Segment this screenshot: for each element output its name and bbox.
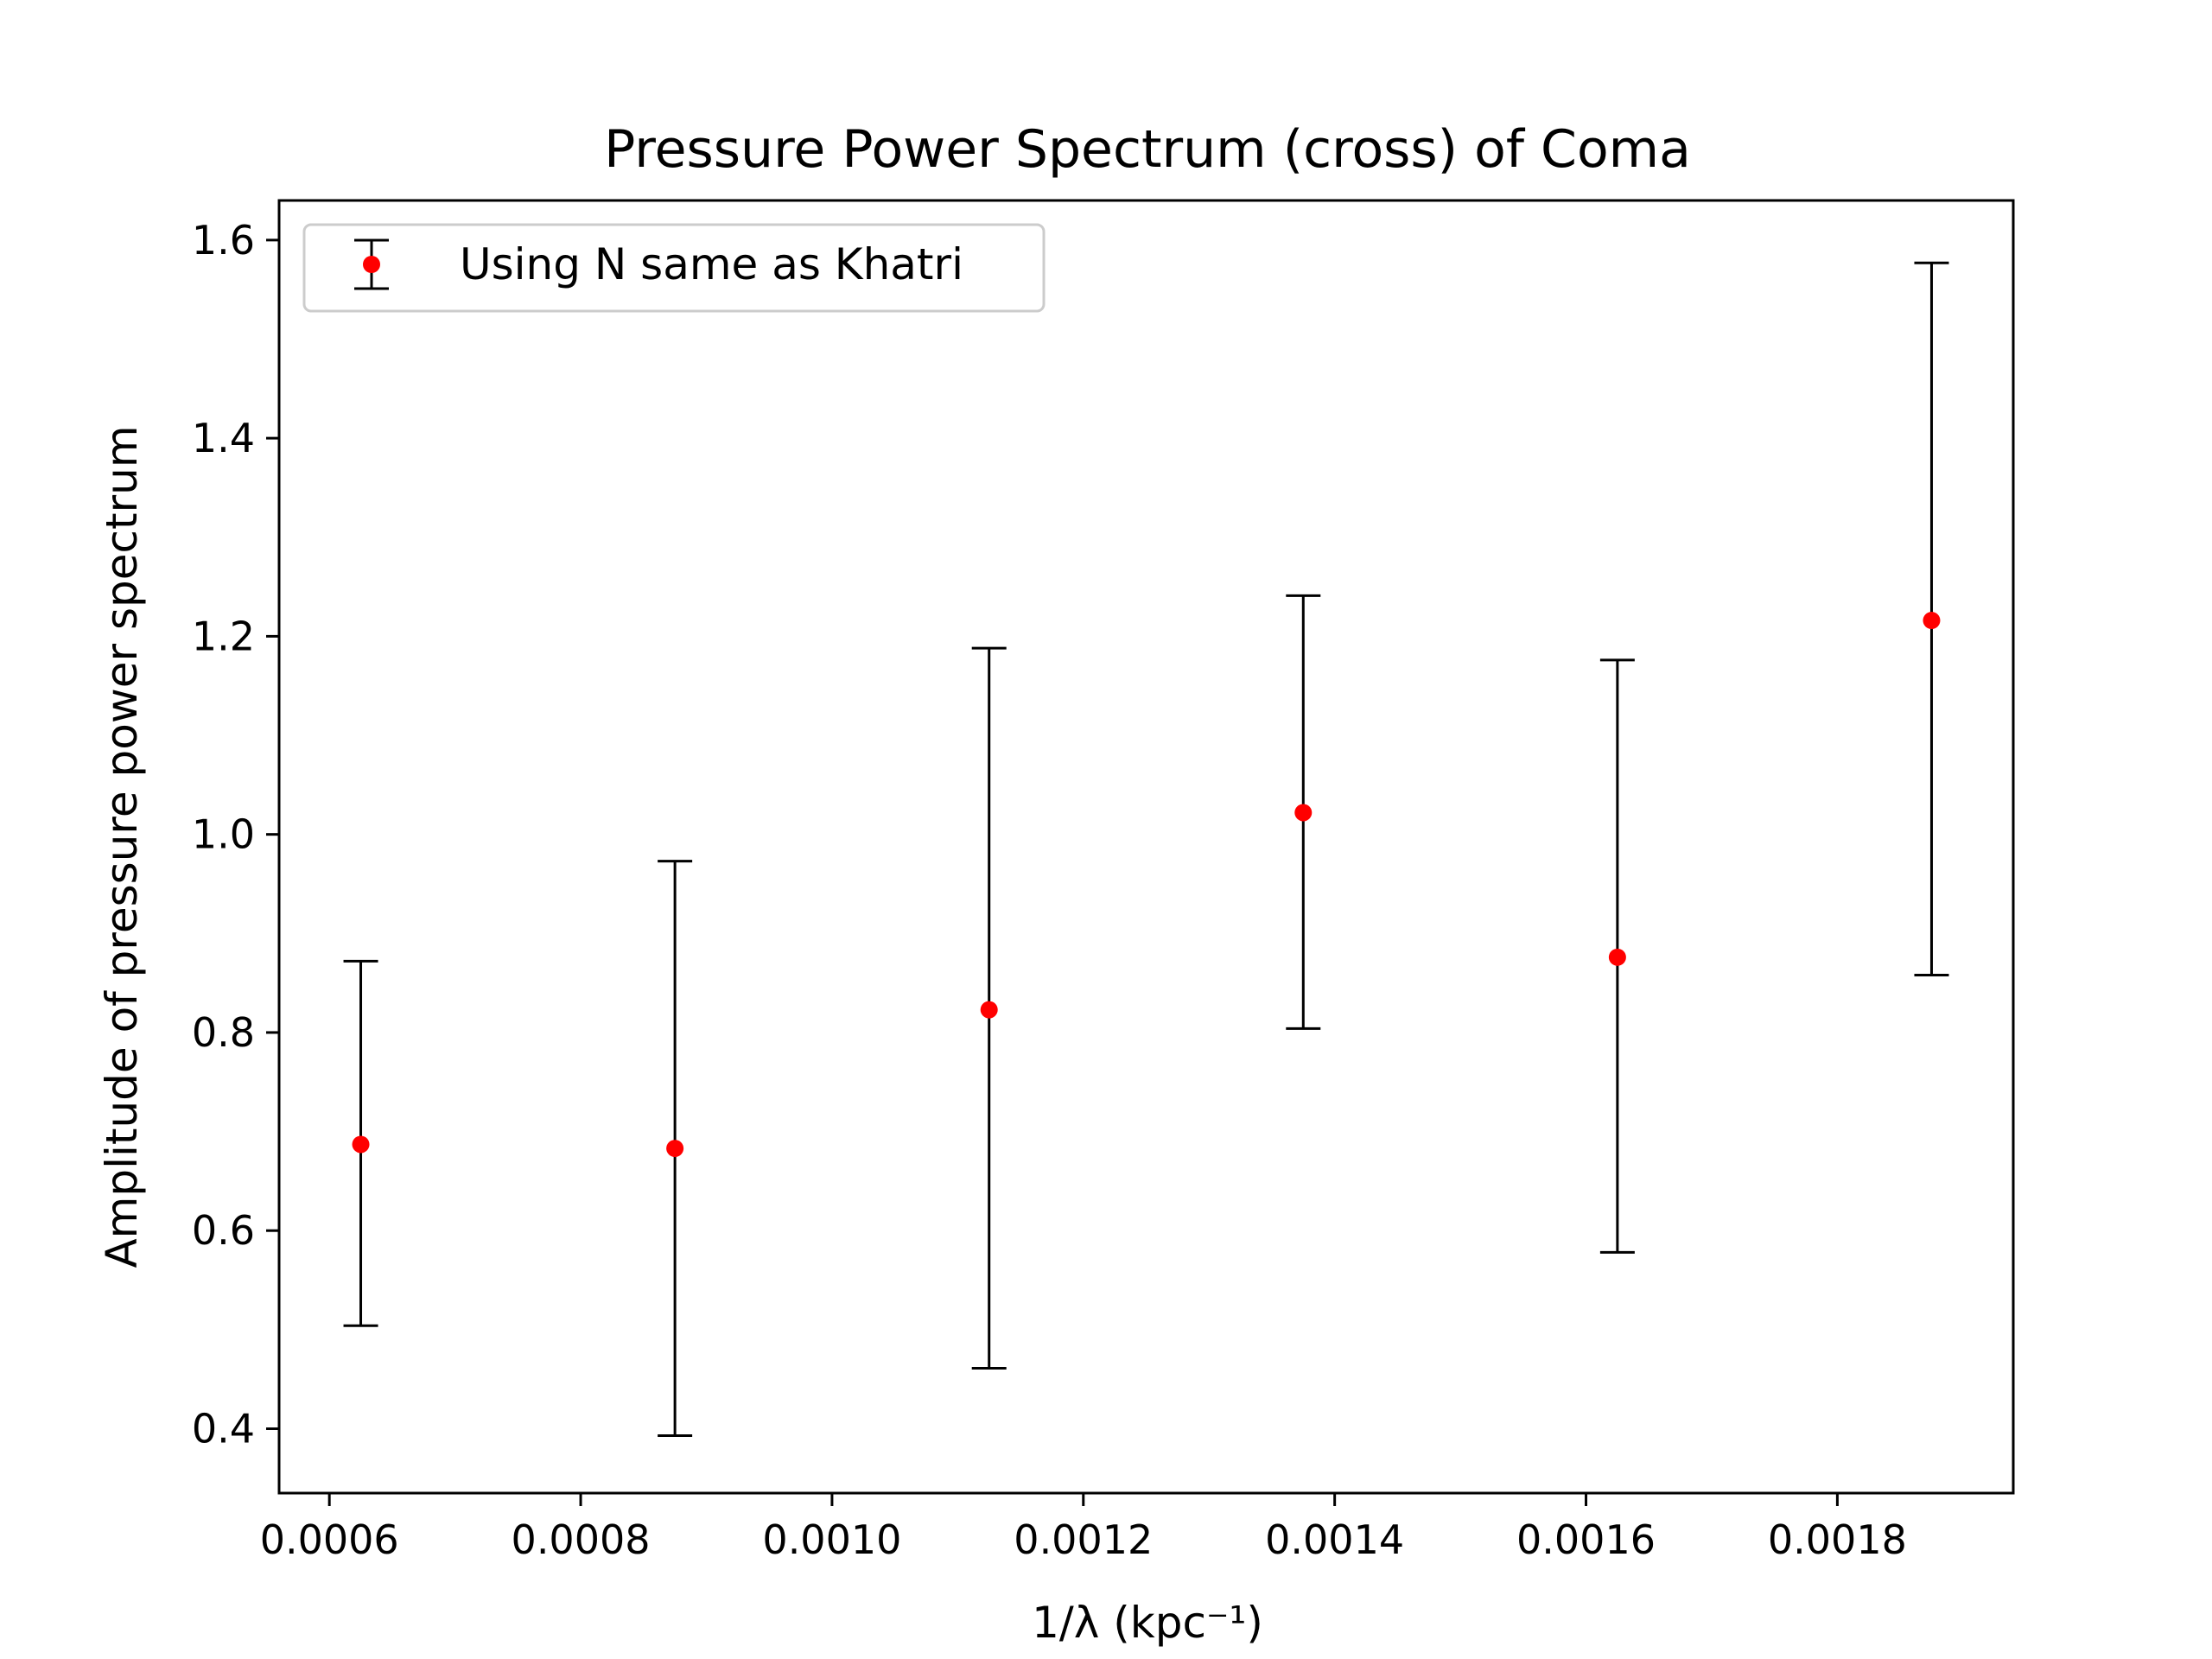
x-axis-label: 1/λ (kpc⁻¹)	[1032, 1598, 1263, 1648]
x-tick-label: 0.0012	[1014, 1516, 1153, 1563]
legend: Using N same as Khatri	[302, 223, 1046, 313]
data-point	[666, 1140, 684, 1158]
legend-marker-icon	[363, 256, 380, 273]
x-tick-label: 0.0016	[1516, 1516, 1656, 1563]
y-tick-label: 1.0	[192, 811, 255, 858]
x-tick-label: 0.0018	[1768, 1516, 1907, 1563]
y-tick-label: 1.6	[192, 217, 255, 264]
x-tick-label: 0.0006	[260, 1516, 399, 1563]
legend-label: Using N same as Khatri	[460, 239, 963, 289]
x-tick-label: 0.0010	[762, 1516, 901, 1563]
data-point	[352, 1135, 370, 1154]
data-point	[980, 1001, 998, 1019]
y-tick-label: 1.4	[192, 415, 255, 461]
data-point	[1608, 948, 1626, 966]
chart-title: Pressure Power Spectrum (cross) of Coma	[604, 119, 1691, 180]
y-axis: 0.4 0.6 0.8 1.0 1.2 1.4 1.6	[192, 217, 279, 1452]
y-axis-label: Amplitude of pressure power spectrum	[97, 425, 147, 1268]
x-axis: 0.0006 0.0008 0.0010 0.0012 0.0014 0.0016 0.00…	[260, 1493, 1907, 1563]
y-tick-label: 1.2	[192, 613, 255, 659]
y-tick-label: 0.8	[192, 1009, 255, 1056]
x-tick-label: 0.0008	[512, 1516, 651, 1563]
y-tick-label: 0.4	[192, 1405, 255, 1452]
legend-box	[302, 223, 1046, 313]
x-tick-label: 0.0014	[1265, 1516, 1404, 1563]
y-tick-label: 0.6	[192, 1207, 255, 1254]
axes-frame	[277, 199, 2015, 1495]
data-point	[1294, 804, 1313, 822]
plot-area	[343, 261, 1949, 1438]
data-point	[1923, 612, 1941, 630]
